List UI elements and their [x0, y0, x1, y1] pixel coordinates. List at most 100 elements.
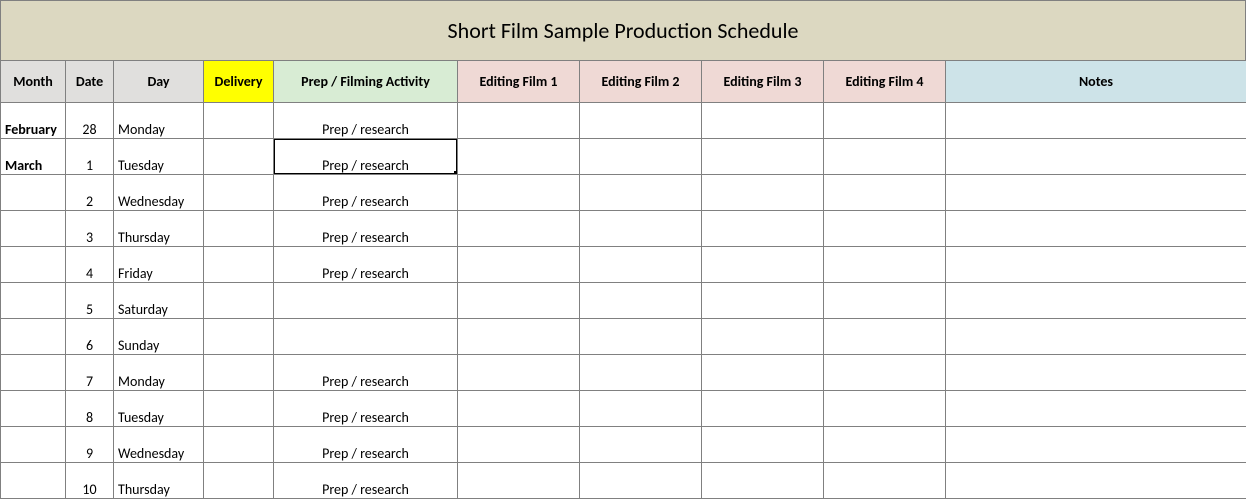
cell-edit2[interactable] — [580, 427, 702, 463]
cell-day[interactable]: Sunday — [114, 319, 204, 355]
cell-activity[interactable]: Prep / research — [274, 391, 458, 427]
cell-date[interactable]: 10 — [66, 463, 114, 499]
cell-edit3[interactable] — [702, 211, 824, 247]
cell-day[interactable]: Wednesday — [114, 427, 204, 463]
cell-edit4[interactable] — [824, 463, 946, 499]
cell-delivery[interactable] — [204, 355, 274, 391]
cell-edit2[interactable] — [580, 175, 702, 211]
cell-edit2[interactable] — [580, 319, 702, 355]
cell-notes[interactable] — [946, 355, 1246, 391]
cell-delivery[interactable] — [204, 463, 274, 499]
cell-edit4[interactable] — [824, 247, 946, 283]
cell-notes[interactable] — [946, 391, 1246, 427]
cell-edit1[interactable] — [458, 211, 580, 247]
cell-activity[interactable] — [274, 319, 458, 355]
cell-delivery[interactable] — [204, 283, 274, 319]
cell-activity[interactable]: Prep / research — [274, 247, 458, 283]
cell-edit3[interactable] — [702, 427, 824, 463]
cell-activity[interactable]: Prep / research — [274, 175, 458, 211]
cell-notes[interactable] — [946, 211, 1246, 247]
cell-edit4[interactable] — [824, 355, 946, 391]
cell-notes[interactable] — [946, 139, 1246, 175]
cell-edit4[interactable] — [824, 139, 946, 175]
cell-day[interactable]: Tuesday — [114, 391, 204, 427]
cell-edit4[interactable] — [824, 283, 946, 319]
cell-edit2[interactable] — [580, 139, 702, 175]
cell-delivery[interactable] — [204, 319, 274, 355]
cell-edit3[interactable] — [702, 463, 824, 499]
cell-edit3[interactable] — [702, 175, 824, 211]
cell-delivery[interactable] — [204, 139, 274, 175]
cell-edit1[interactable] — [458, 391, 580, 427]
header-month[interactable]: Month — [1, 61, 66, 103]
cell-month[interactable] — [1, 391, 66, 427]
header-day[interactable]: Day — [114, 61, 204, 103]
cell-edit1[interactable] — [458, 103, 580, 139]
cell-edit1[interactable] — [458, 175, 580, 211]
cell-delivery[interactable] — [204, 247, 274, 283]
cell-day[interactable]: Monday — [114, 103, 204, 139]
header-delivery[interactable]: Delivery — [204, 61, 274, 103]
header-date[interactable]: Date — [66, 61, 114, 103]
cell-activity[interactable]: Prep / research — [274, 427, 458, 463]
cell-delivery[interactable] — [204, 427, 274, 463]
header-edit3[interactable]: Editing Film 3 — [702, 61, 824, 103]
cell-delivery[interactable] — [204, 175, 274, 211]
cell-edit2[interactable] — [580, 211, 702, 247]
cell-edit1[interactable] — [458, 427, 580, 463]
cell-edit3[interactable] — [702, 139, 824, 175]
cell-month[interactable] — [1, 355, 66, 391]
cell-notes[interactable] — [946, 175, 1246, 211]
cell-month[interactable] — [1, 175, 66, 211]
cell-notes[interactable] — [946, 103, 1246, 139]
header-activity[interactable]: Prep / Filming Activity — [274, 61, 458, 103]
cell-date[interactable]: 6 — [66, 319, 114, 355]
header-edit2[interactable]: Editing Film 2 — [580, 61, 702, 103]
cell-day[interactable]: Saturday — [114, 283, 204, 319]
cell-edit2[interactable] — [580, 463, 702, 499]
header-edit1[interactable]: Editing Film 1 — [458, 61, 580, 103]
cell-edit4[interactable] — [824, 319, 946, 355]
cell-day[interactable]: Thursday — [114, 211, 204, 247]
cell-date[interactable]: 3 — [66, 211, 114, 247]
cell-edit1[interactable] — [458, 139, 580, 175]
cell-edit4[interactable] — [824, 391, 946, 427]
cell-activity[interactable] — [274, 283, 458, 319]
cell-date[interactable]: 2 — [66, 175, 114, 211]
cell-edit3[interactable] — [702, 319, 824, 355]
cell-activity[interactable]: Prep / research — [274, 103, 458, 139]
cell-day[interactable]: Tuesday — [114, 139, 204, 175]
cell-activity[interactable]: Prep / research — [274, 139, 458, 175]
cell-day[interactable]: Monday — [114, 355, 204, 391]
cell-edit1[interactable] — [458, 319, 580, 355]
cell-notes[interactable] — [946, 427, 1246, 463]
cell-notes[interactable] — [946, 247, 1246, 283]
cell-date[interactable]: 9 — [66, 427, 114, 463]
cell-date[interactable]: 1 — [66, 139, 114, 175]
cell-edit2[interactable] — [580, 103, 702, 139]
cell-edit2[interactable] — [580, 247, 702, 283]
cell-edit2[interactable] — [580, 283, 702, 319]
cell-date[interactable]: 28 — [66, 103, 114, 139]
cell-date[interactable]: 4 — [66, 247, 114, 283]
cell-edit1[interactable] — [458, 283, 580, 319]
cell-month[interactable] — [1, 211, 66, 247]
cell-edit4[interactable] — [824, 103, 946, 139]
cell-date[interactable]: 8 — [66, 391, 114, 427]
cell-month[interactable]: February — [1, 103, 66, 139]
cell-edit3[interactable] — [702, 283, 824, 319]
cell-activity[interactable]: Prep / research — [274, 355, 458, 391]
cell-month[interactable] — [1, 283, 66, 319]
cell-edit3[interactable] — [702, 391, 824, 427]
cell-month[interactable] — [1, 427, 66, 463]
cell-notes[interactable] — [946, 283, 1246, 319]
cell-month[interactable] — [1, 463, 66, 499]
cell-activity[interactable]: Prep / research — [274, 463, 458, 499]
cell-edit4[interactable] — [824, 175, 946, 211]
cell-notes[interactable] — [946, 463, 1246, 499]
header-notes[interactable]: Notes — [946, 61, 1246, 103]
cell-day[interactable]: Friday — [114, 247, 204, 283]
cell-day[interactable]: Thursday — [114, 463, 204, 499]
cell-date[interactable]: 7 — [66, 355, 114, 391]
cell-edit2[interactable] — [580, 391, 702, 427]
